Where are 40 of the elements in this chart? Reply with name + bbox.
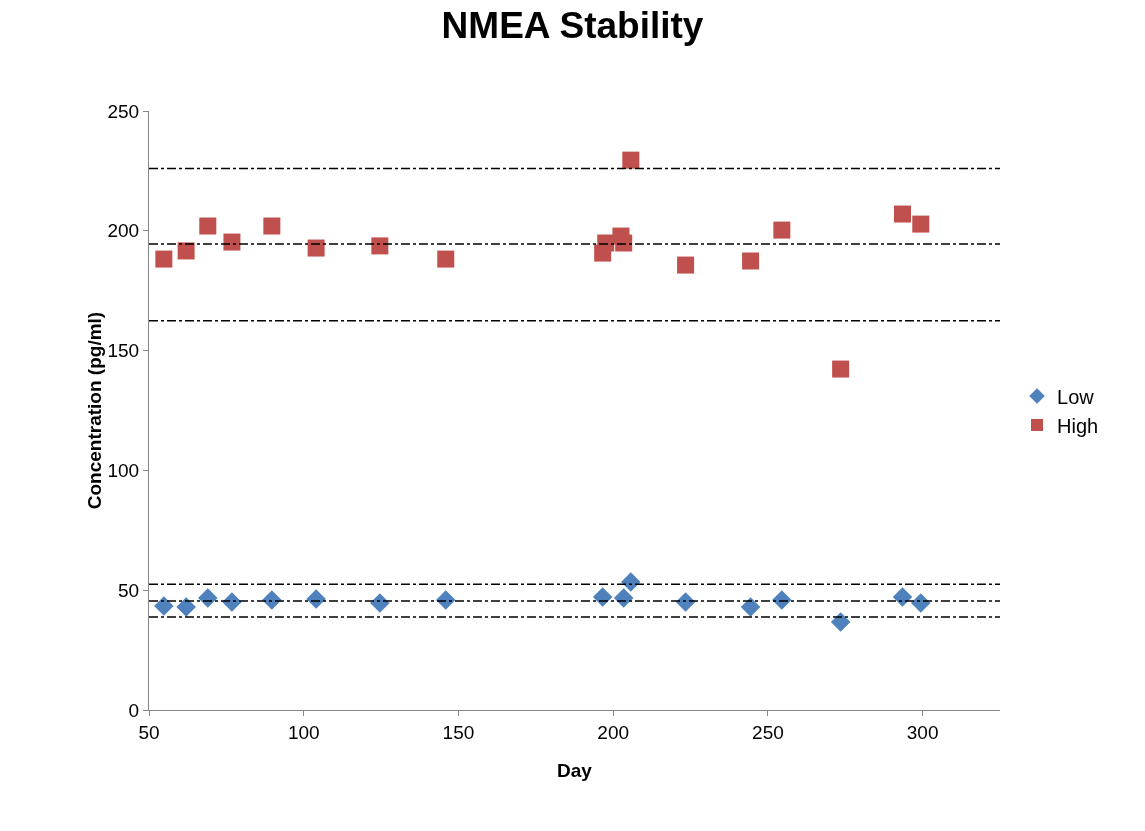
point [742,252,760,270]
point [892,587,913,607]
point [830,612,851,632]
y-tick-label: 100 [107,460,140,482]
y-tick-label: 50 [118,579,140,601]
point [894,205,912,223]
x-tick-label: 200 [597,721,630,743]
point [307,239,325,257]
x-tick-label: 250 [752,721,784,743]
point [740,597,761,617]
point [615,234,633,252]
x-tick-label: 50 [138,721,160,743]
point [199,217,217,235]
legend-label: High [1057,414,1099,437]
point [371,237,389,255]
point [677,256,695,274]
point [437,250,455,268]
x-tick-label: 150 [442,721,475,743]
point [177,242,195,260]
point [832,360,850,378]
point [176,597,196,617]
y-tick-label: 250 [107,100,140,122]
x-tick-label: 300 [906,721,939,743]
point [223,233,241,251]
point [198,588,218,608]
y-tick-label: 200 [107,220,140,242]
x-tick-label: 100 [287,721,320,743]
legend-label: Low [1057,385,1095,408]
point [773,221,791,239]
y-tick-label: 150 [107,340,140,362]
y-axis-title: Concentration (pg/ml) [84,311,105,510]
point [912,215,930,233]
point [622,151,640,169]
y-tick-label: 0 [128,699,140,721]
point [154,596,174,616]
point [155,250,173,268]
point [263,217,281,235]
chart-title: NMEA Stability [441,5,704,47]
x-axis-title: Day [557,760,593,781]
point [592,587,613,607]
